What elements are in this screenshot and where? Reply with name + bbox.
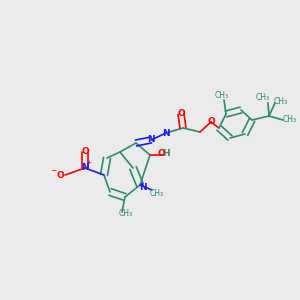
Text: N: N bbox=[139, 184, 147, 193]
Text: O: O bbox=[56, 170, 64, 179]
Text: O: O bbox=[177, 110, 185, 118]
Text: N: N bbox=[162, 128, 170, 137]
Text: −: − bbox=[50, 167, 56, 176]
Text: N: N bbox=[81, 164, 89, 172]
Text: O: O bbox=[81, 148, 89, 157]
Text: CH₃: CH₃ bbox=[274, 97, 288, 106]
Text: N: N bbox=[147, 136, 155, 145]
Text: O: O bbox=[207, 118, 215, 127]
Text: CH₃: CH₃ bbox=[119, 209, 133, 218]
Text: CH₃: CH₃ bbox=[215, 92, 229, 100]
Text: CH₃: CH₃ bbox=[150, 188, 164, 197]
Text: +: + bbox=[86, 160, 92, 166]
Text: CH₃: CH₃ bbox=[283, 116, 297, 124]
Text: O: O bbox=[157, 149, 165, 158]
Text: CH₃: CH₃ bbox=[256, 94, 270, 103]
Text: H: H bbox=[162, 148, 170, 158]
